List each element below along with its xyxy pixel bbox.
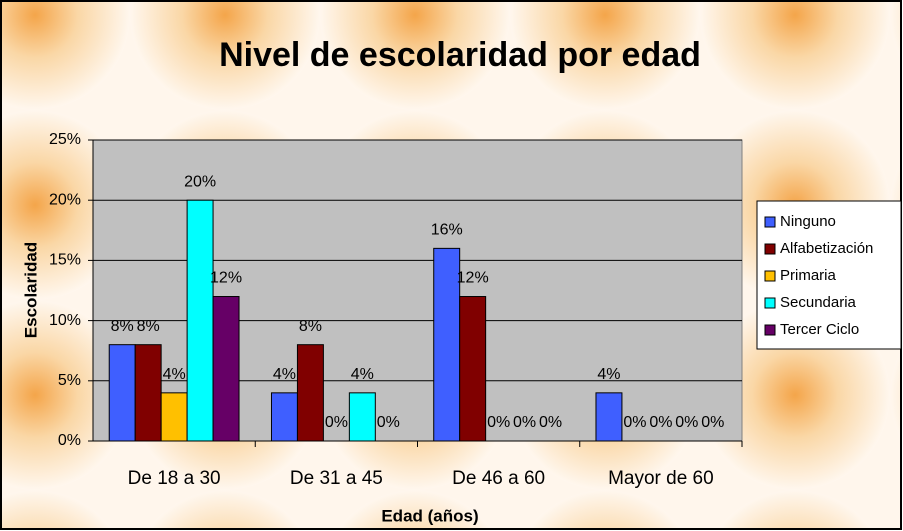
legend-label: Ninguno <box>780 213 836 230</box>
value-label: 4% <box>273 366 296 383</box>
x-axis-label: Edad (años) <box>381 506 478 525</box>
value-label: 20% <box>184 173 216 190</box>
legend-swatch <box>764 297 776 309</box>
value-label: 0% <box>513 414 536 431</box>
y-tick-label: 15% <box>49 252 81 269</box>
x-tick-label: Mayor de 60 <box>608 468 714 489</box>
bar <box>595 392 623 442</box>
value-label: 0% <box>623 414 646 431</box>
value-label: 16% <box>431 222 463 239</box>
y-tick-label: 20% <box>49 191 81 208</box>
bar <box>212 296 240 442</box>
value-label: 0% <box>325 414 348 431</box>
legend-label: Tercer Ciclo <box>780 321 859 338</box>
bar <box>108 344 136 442</box>
value-label: 0% <box>539 414 562 431</box>
y-tick-label: 25% <box>49 131 81 148</box>
y-tick-label: 0% <box>58 432 81 449</box>
y-tick-label: 5% <box>58 372 81 389</box>
chart-title: Nivel de escolaridad por edad <box>219 36 701 74</box>
x-tick-label: De 46 a 60 <box>452 468 545 489</box>
bar <box>296 344 324 442</box>
value-label: 0% <box>649 414 672 431</box>
value-label: 12% <box>210 270 242 287</box>
legend-swatch <box>764 324 776 336</box>
x-tick-label: De 18 a 30 <box>128 468 221 489</box>
bar <box>270 392 298 442</box>
value-label: 0% <box>487 414 510 431</box>
value-label: 0% <box>377 414 400 431</box>
value-label: 12% <box>457 270 489 287</box>
value-label: 0% <box>675 414 698 431</box>
legend <box>756 200 902 350</box>
legend-label: Primaria <box>780 267 836 284</box>
legend-swatch <box>764 216 776 228</box>
value-label: 8% <box>111 318 134 335</box>
legend-swatch <box>764 243 776 255</box>
y-axis-label: Escolaridad <box>21 242 40 338</box>
value-label: 4% <box>163 366 186 383</box>
x-tick-label: De 31 a 45 <box>290 468 383 489</box>
value-label: 4% <box>597 366 620 383</box>
value-label: 4% <box>351 366 374 383</box>
bar <box>459 296 487 442</box>
legend-swatch <box>764 270 776 282</box>
bar <box>160 392 188 442</box>
bar <box>186 199 214 442</box>
bar <box>134 344 162 442</box>
value-label: 8% <box>299 318 322 335</box>
y-tick-label: 10% <box>49 312 81 329</box>
legend-label: Secundaria <box>780 294 857 311</box>
bar <box>348 392 376 442</box>
value-label: 8% <box>137 318 160 335</box>
value-label: 0% <box>701 414 724 431</box>
legend-label: Alfabetización <box>780 240 873 257</box>
